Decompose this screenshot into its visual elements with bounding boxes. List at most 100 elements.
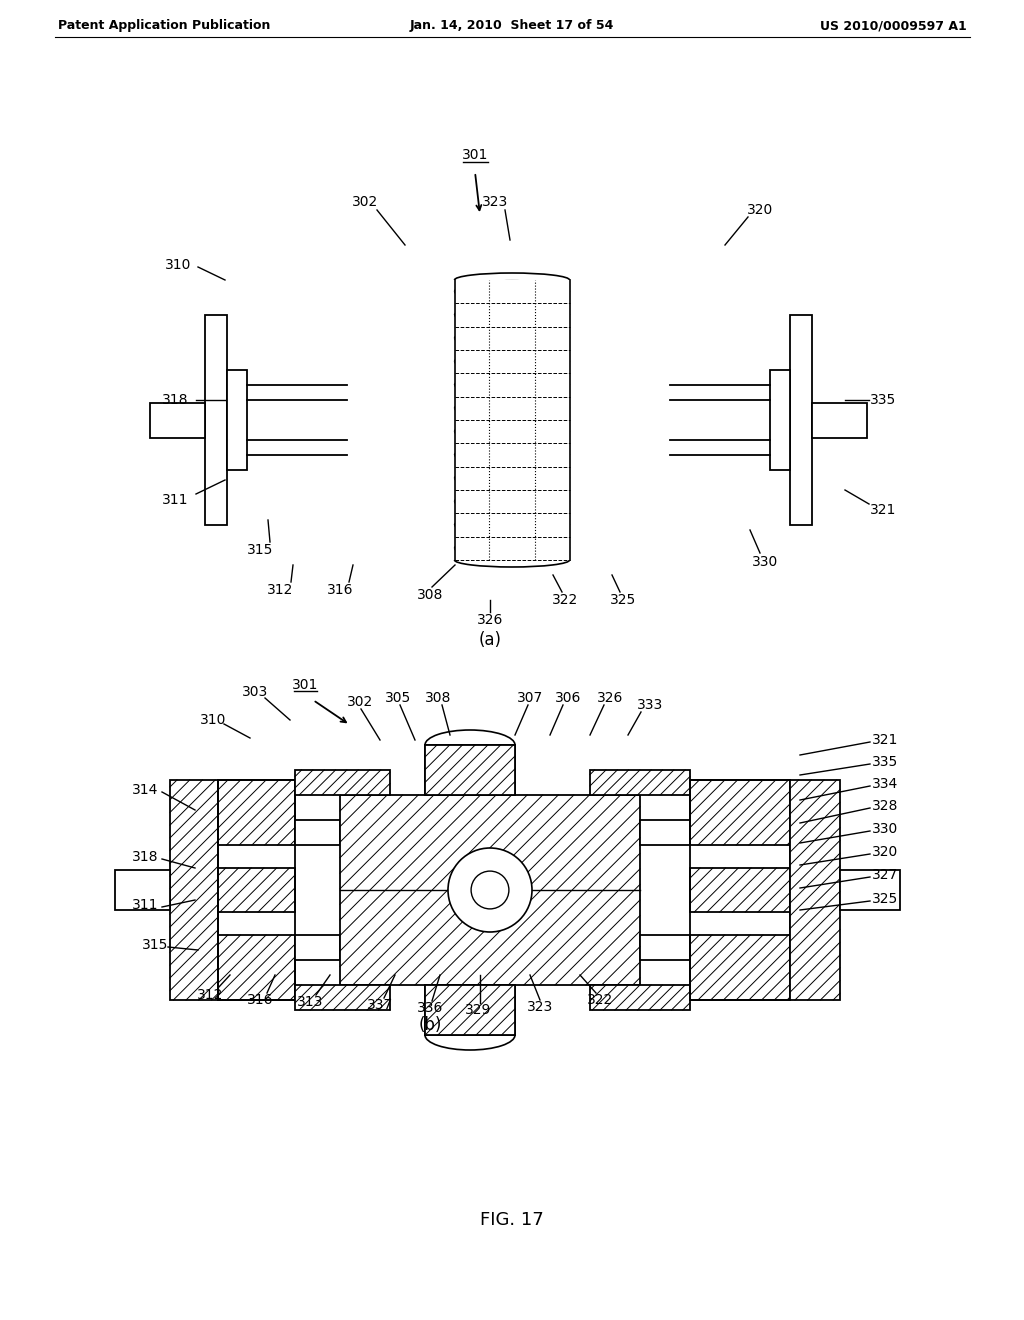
Bar: [218, 869, 295, 912]
Text: 303: 303: [242, 685, 268, 700]
Text: 311: 311: [162, 492, 188, 507]
Text: 301: 301: [462, 148, 488, 162]
Bar: [590, 985, 690, 1010]
Bar: [227, 370, 247, 470]
Text: 301: 301: [292, 678, 318, 692]
Text: 307: 307: [517, 690, 543, 705]
Text: 320: 320: [746, 203, 773, 216]
Bar: [170, 780, 218, 1001]
Text: 310: 310: [200, 713, 226, 727]
Bar: [640, 820, 690, 845]
Bar: [425, 985, 515, 1035]
Text: 305: 305: [385, 690, 411, 705]
Text: 330: 330: [752, 554, 778, 569]
Text: 328: 328: [872, 799, 898, 813]
Text: 330: 330: [872, 822, 898, 836]
Bar: [590, 770, 690, 795]
Bar: [690, 869, 790, 912]
Text: 322: 322: [552, 593, 579, 607]
Text: 318: 318: [162, 393, 188, 407]
Text: 326: 326: [597, 690, 624, 705]
Text: 326: 326: [477, 612, 503, 627]
Bar: [170, 780, 218, 1001]
Text: 329: 329: [465, 1003, 492, 1016]
Text: 335: 335: [870, 393, 896, 407]
Text: 318: 318: [132, 850, 159, 865]
Bar: [218, 869, 295, 912]
Bar: [295, 985, 390, 1010]
Bar: [218, 780, 295, 1001]
Text: Jan. 14, 2010  Sheet 17 of 54: Jan. 14, 2010 Sheet 17 of 54: [410, 20, 614, 33]
Text: 310: 310: [165, 257, 191, 272]
Circle shape: [449, 847, 532, 932]
Bar: [640, 935, 690, 960]
Bar: [218, 780, 295, 845]
Text: Patent Application Publication: Patent Application Publication: [58, 20, 270, 33]
Text: 315: 315: [247, 543, 273, 557]
Text: 327: 327: [872, 869, 898, 882]
Text: 320: 320: [872, 845, 898, 859]
Text: 336: 336: [417, 1001, 443, 1015]
Bar: [150, 403, 205, 437]
Bar: [425, 744, 515, 795]
Bar: [295, 770, 390, 795]
Text: 302: 302: [347, 696, 373, 709]
Bar: [295, 770, 390, 795]
Text: 322: 322: [587, 993, 613, 1007]
Bar: [690, 780, 790, 1001]
Bar: [690, 869, 790, 912]
Bar: [425, 744, 515, 795]
Bar: [295, 820, 340, 845]
Bar: [790, 780, 840, 1001]
Text: 333: 333: [637, 698, 664, 711]
Circle shape: [471, 871, 509, 909]
Text: 321: 321: [872, 733, 898, 747]
Text: 325: 325: [610, 593, 636, 607]
Bar: [218, 935, 295, 1001]
Text: 316: 316: [327, 583, 353, 597]
Bar: [790, 315, 812, 525]
Text: 315: 315: [141, 939, 168, 952]
Bar: [218, 935, 295, 1001]
Bar: [455, 280, 569, 560]
Bar: [770, 370, 790, 470]
Text: 302: 302: [352, 195, 378, 209]
Text: US 2010/0009597 A1: US 2010/0009597 A1: [820, 20, 967, 33]
Bar: [425, 985, 515, 1035]
Bar: [790, 780, 840, 1001]
Text: 312: 312: [197, 987, 223, 1002]
Bar: [115, 870, 170, 909]
Text: 323: 323: [482, 195, 508, 209]
Bar: [812, 403, 867, 437]
Bar: [340, 795, 640, 985]
Bar: [840, 870, 900, 909]
Text: 311: 311: [132, 898, 159, 912]
Bar: [218, 780, 295, 845]
Bar: [425, 985, 515, 1035]
Text: (b): (b): [419, 1016, 441, 1034]
Text: 334: 334: [872, 777, 898, 791]
Bar: [425, 744, 515, 795]
Text: 337: 337: [367, 998, 393, 1012]
Bar: [690, 935, 790, 1001]
Text: 316: 316: [247, 993, 273, 1007]
Bar: [295, 935, 340, 960]
Text: 314: 314: [132, 783, 158, 797]
Bar: [205, 315, 227, 525]
Bar: [690, 780, 790, 845]
Text: 325: 325: [872, 892, 898, 906]
Bar: [590, 985, 690, 1010]
Text: 321: 321: [870, 503, 896, 517]
Text: FIG. 17: FIG. 17: [480, 1210, 544, 1229]
Text: 335: 335: [872, 755, 898, 770]
Bar: [590, 770, 690, 795]
Text: 306: 306: [555, 690, 582, 705]
Text: 308: 308: [425, 690, 452, 705]
Text: 323: 323: [527, 1001, 553, 1014]
Text: 308: 308: [417, 587, 443, 602]
Bar: [690, 780, 790, 845]
Text: 313: 313: [297, 995, 324, 1008]
Bar: [340, 795, 640, 985]
Bar: [690, 935, 790, 1001]
Text: 312: 312: [267, 583, 293, 597]
